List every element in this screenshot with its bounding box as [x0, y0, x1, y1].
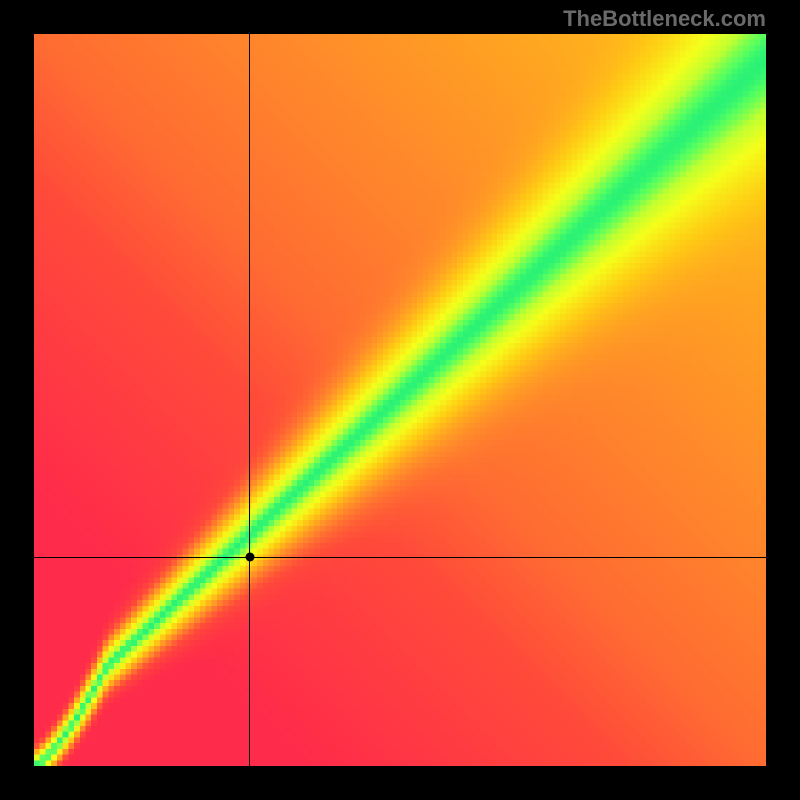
crosshair-marker-dot	[245, 553, 254, 562]
bottleneck-heatmap	[34, 34, 766, 766]
crosshair-vertical-line	[249, 34, 250, 766]
watermark-text: TheBottleneck.com	[563, 6, 766, 32]
crosshair-horizontal-line	[34, 557, 766, 558]
chart-container: TheBottleneck.com	[0, 0, 800, 800]
